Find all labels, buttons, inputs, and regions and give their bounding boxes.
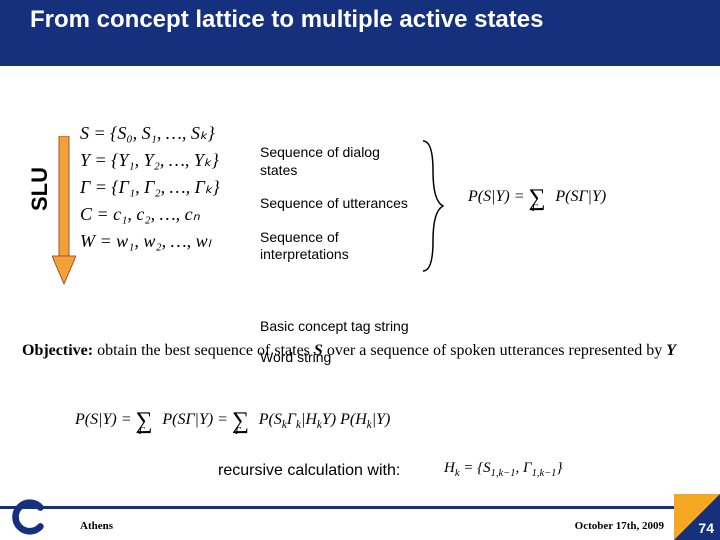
objective-text: Objective: obtain the best sequence of s… [22,342,702,360]
description-list: Sequence of dialog states Sequence of ut… [260,144,420,280]
footer-location: Athens [80,520,113,532]
desc-utterances: Sequence of utterances [260,195,420,213]
eq-w: W = w₁, w₂, …, wₗ [80,228,220,255]
main-equation: P(S|Y) = ∑Γ P(SΓ|Y) = ∑Γ P(SkΓk|HkY) P(H… [75,404,390,431]
footer-date: October 17th, 2009 [575,520,664,532]
right-brace-icon [418,136,448,276]
down-arrow-icon [52,136,76,286]
page-number: 74 [698,520,714,536]
equation-definitions: S = {S₀, S₁, …, Sₖ} Y = {Y₁, Y₂, …, Yₖ} … [80,120,220,255]
desc-interpretations: Sequence of interpretations [260,229,420,264]
logo-icon [10,498,48,536]
slide-title: From concept lattice to multiple active … [30,6,543,34]
eq-c: C = c₁, c₂, …, cₙ [80,201,220,228]
title-bar: From concept lattice to multiple active … [0,0,720,66]
recursive-label: recursive calculation with: [218,462,400,480]
desc-concept-tag: Basic concept tag string [260,318,409,335]
prob-eq-text: P(S|Y) = ∑Γ P(SΓ|Y) [468,188,606,205]
objective-part2: over a sequence of spoken utterances rep… [323,342,666,359]
desc-dialog-states: Sequence of dialog states [260,144,420,179]
eq-s: S = {S₀, S₁, …, Sₖ} [80,120,220,147]
footer-divider [0,506,720,509]
eq-y: Y = {Y₁, Y₂, …, Yₖ} [80,147,220,174]
objective-part1: obtain the best sequence of states [93,342,314,359]
probability-equation: P(S|Y) = ∑Γ P(SΓ|Y) [468,181,606,208]
slu-label: SLU [27,167,53,211]
eq-gamma: Γ = {Γ₁, Γ₂, …, Γₖ} [80,174,220,201]
objective-s: S [314,342,323,359]
objective-label: Objective: [22,342,93,359]
objective-y: Y [666,342,676,359]
content-area: SLU S = {S₀, S₁, …, Sₖ} Y = {Y₁, Y₂, …, … [0,66,720,494]
hk-equation: Hk = {S1,k−1, Γ1,k−1} [444,460,562,479]
footer: Athens October 17th, 2009 74 [0,494,720,540]
